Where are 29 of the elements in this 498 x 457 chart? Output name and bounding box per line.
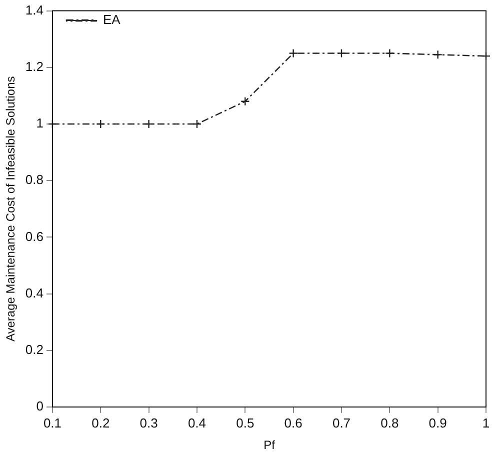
point bbox=[144, 119, 154, 129]
y-tick-label: 0 bbox=[36, 398, 44, 414]
point bbox=[192, 119, 202, 129]
point bbox=[385, 48, 394, 58]
point bbox=[433, 50, 442, 60]
x-tick-label: 0.1 bbox=[43, 415, 62, 430]
x-axis-title: Pf bbox=[264, 438, 276, 452]
y-tick-label: 0.8 bbox=[25, 172, 44, 188]
x-tick-label: 0.2 bbox=[92, 415, 110, 430]
point bbox=[336, 48, 346, 58]
x-tick-label: 0.6 bbox=[284, 415, 302, 430]
y-tick-label: 1.2 bbox=[25, 58, 44, 74]
point bbox=[288, 48, 298, 58]
x-tick-label: 1 bbox=[482, 415, 490, 430]
y-tick-label: 1.4 bbox=[25, 2, 44, 18]
x-tick-label: 0.9 bbox=[428, 415, 447, 430]
y-tick-label: 0.2 bbox=[25, 342, 44, 357]
point bbox=[240, 96, 250, 106]
x-tick-label: 0.7 bbox=[332, 415, 351, 430]
x-tick-label: 0.4 bbox=[188, 415, 206, 430]
x-tick-label: 0.3 bbox=[140, 415, 158, 430]
x-tick-label: 0.5 bbox=[236, 415, 254, 430]
y-tick-label: 1 bbox=[36, 116, 44, 131]
legend-label: EA bbox=[102, 12, 121, 28]
x-tick-label: 0.8 bbox=[380, 415, 399, 430]
y-axis-title: Average Maintenance Cost of Infeasible Solutions bbox=[4, 76, 18, 342]
point bbox=[96, 119, 106, 129]
y-tick-label: 0.4 bbox=[25, 285, 44, 300]
y-tick-label: 0.6 bbox=[25, 228, 44, 244]
